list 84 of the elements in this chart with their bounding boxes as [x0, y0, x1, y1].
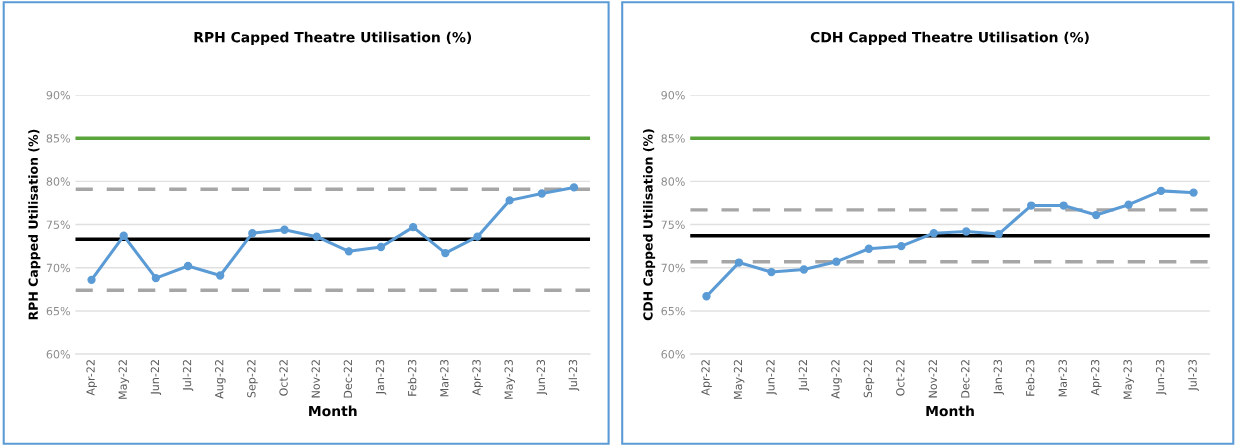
point [832, 257, 841, 266]
y-tick-label: 75% [661, 220, 685, 229]
point [408, 222, 418, 232]
x-tick-label: Jun-23 [536, 359, 548, 396]
x-tick-label: Jan-23 [375, 359, 387, 395]
point [183, 261, 193, 271]
point [216, 271, 225, 280]
x-axis-title: Month [309, 405, 357, 417]
point [702, 292, 711, 301]
point [344, 247, 354, 256]
point [569, 183, 579, 192]
x-tick-label: Apr-23 [472, 359, 483, 396]
point [473, 232, 482, 241]
y-tick-label: 85% [661, 134, 685, 143]
point [897, 241, 906, 251]
x-tick-label: Oct-22 [896, 360, 905, 396]
point [1124, 200, 1133, 209]
x-tick-label: Aug-22 [831, 360, 842, 399]
y-tick-label: 60% [46, 350, 70, 359]
point [767, 267, 776, 277]
x-tick-label: Dec-22 [343, 360, 353, 398]
x-axis-title: Month [926, 405, 974, 417]
point [376, 242, 386, 252]
x-tick-label: Jan-23 [993, 359, 1005, 395]
x-tick-label: Oct-22 [279, 360, 288, 396]
point [1091, 210, 1101, 220]
x-tick-label: May-23 [1123, 359, 1134, 399]
chart-title: RPH Capped Theatre Utilisation (%) [194, 31, 472, 46]
point [441, 248, 450, 258]
x-tick-label: Apr-22 [86, 360, 97, 396]
x-tick-label: Jun-23 [1155, 359, 1167, 396]
point [1059, 201, 1068, 210]
x-tick-label: Dec-22 [961, 360, 970, 398]
y-axis-title: CDH Capped Utilisation (%) [643, 129, 656, 321]
y-tick-label: 65% [661, 306, 685, 316]
point [537, 189, 546, 198]
y-tick-label: 90% [661, 90, 685, 100]
point [505, 196, 514, 205]
y-tick-label: 70% [661, 263, 685, 273]
x-tick-label: Jul-23 [1188, 359, 1199, 392]
y-tick-label: 80% [46, 177, 70, 186]
x-tick-label: Jul-22 [798, 360, 810, 392]
point [929, 229, 938, 238]
point [280, 225, 289, 234]
x-tick-label: Nov-22 [928, 360, 937, 398]
x-tick-label: Jul-23 [568, 359, 580, 392]
x-tick-label: Jun-22 [150, 360, 162, 396]
point [119, 231, 128, 240]
point [87, 275, 96, 285]
point [1027, 201, 1036, 210]
y-tick-label: 70% [46, 263, 70, 273]
point [1156, 186, 1166, 196]
point [864, 244, 874, 253]
x-tick-label: May-22 [118, 360, 130, 399]
x-tick-label: Feb-23 [407, 359, 417, 396]
x-tick-label: Mar-23 [1058, 359, 1067, 397]
point [799, 265, 809, 274]
point [151, 273, 161, 283]
y-axis-title: RPH Capped Utilisation (%) [28, 129, 41, 320]
point [994, 229, 1003, 239]
x-tick-label: Jun-22 [766, 360, 777, 396]
y-tick-label: 75% [46, 220, 70, 229]
y-tick-label: 90% [46, 90, 70, 100]
x-tick-label: Sep-22 [247, 360, 258, 398]
y-tick-label: 80% [661, 177, 685, 186]
x-tick-label: May-22 [733, 360, 745, 399]
point [312, 232, 321, 241]
x-tick-label: Jul-22 [182, 360, 194, 392]
point [1189, 188, 1198, 197]
point [248, 229, 257, 238]
x-tick-label: Sep-22 [863, 360, 875, 398]
x-tick-label: Feb-23 [1025, 359, 1035, 396]
x-tick-label: May-23 [504, 359, 516, 399]
x-tick-label: Nov-22 [311, 360, 320, 398]
y-tick-label: 60% [661, 350, 685, 359]
x-tick-label: Apr-23 [1090, 359, 1102, 396]
y-tick-label: 65% [46, 306, 70, 316]
chart-title: CDH Capped Theatre Utilisation (%) [810, 31, 1089, 46]
x-tick-label: Mar-23 [440, 359, 449, 397]
x-tick-label: Apr-22 [701, 360, 712, 396]
y-tick-label: 85% [46, 134, 70, 143]
point [962, 227, 971, 236]
x-tick-label: Aug-22 [215, 360, 226, 399]
point [734, 258, 744, 267]
